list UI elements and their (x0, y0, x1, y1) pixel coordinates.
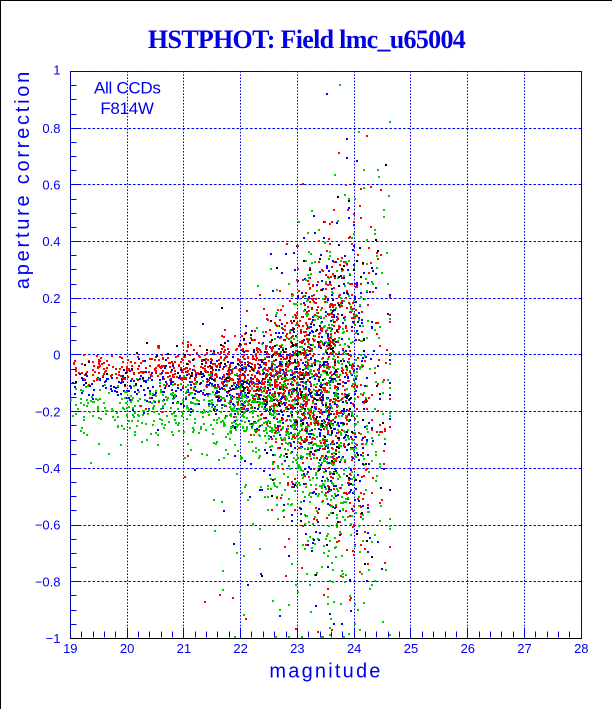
svg-text:22: 22 (233, 641, 247, 656)
svg-text:20: 20 (120, 641, 134, 656)
svg-text:21: 21 (177, 641, 191, 656)
svg-text:−0.8: −0.8 (35, 574, 61, 589)
svg-text:0.6: 0.6 (42, 178, 60, 193)
svg-text:1: 1 (53, 63, 60, 78)
svg-text:26: 26 (461, 641, 475, 656)
svg-text:0: 0 (53, 348, 60, 363)
svg-text:aperture correction: aperture correction (12, 69, 34, 289)
svg-text:0.8: 0.8 (42, 121, 60, 136)
svg-text:F814W: F814W (100, 99, 154, 118)
svg-text:0.2: 0.2 (42, 291, 60, 306)
svg-text:24: 24 (347, 641, 361, 656)
svg-text:0.4: 0.4 (42, 234, 60, 249)
svg-text:HSTPHOT: Field lmc_u65004: HSTPHOT: Field lmc_u65004 (148, 25, 466, 54)
svg-text:−0.2: −0.2 (35, 404, 61, 419)
svg-text:19: 19 (63, 641, 77, 656)
svg-text:23: 23 (290, 641, 304, 656)
svg-text:−0.4: −0.4 (35, 461, 61, 476)
svg-text:28: 28 (574, 641, 588, 656)
svg-text:magnitude: magnitude (269, 661, 382, 683)
svg-text:27: 27 (517, 641, 531, 656)
svg-text:−0.6: −0.6 (35, 518, 61, 533)
svg-text:All CCDs: All CCDs (94, 78, 161, 97)
svg-text:25: 25 (404, 641, 418, 656)
svg-text:−1: −1 (46, 631, 61, 646)
